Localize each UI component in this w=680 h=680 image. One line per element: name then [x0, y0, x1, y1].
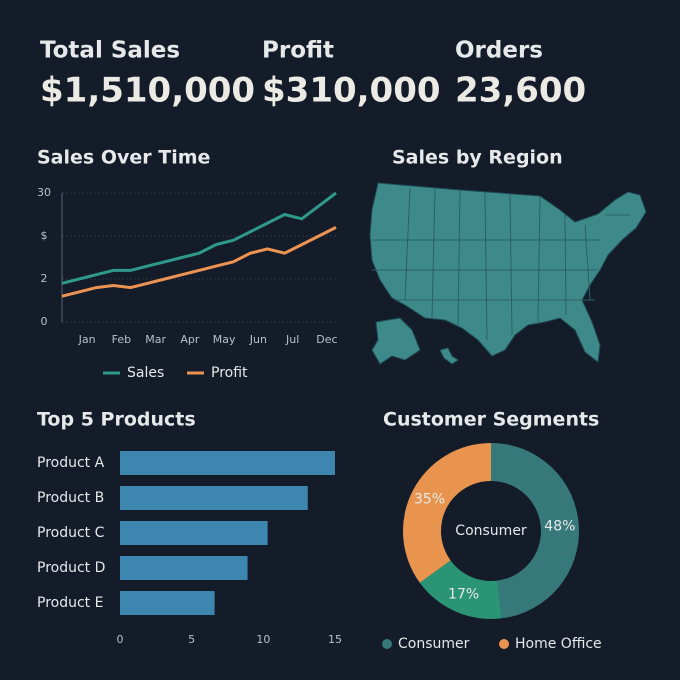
y-tick-label: 2 [41, 272, 48, 285]
line-series [61, 191, 337, 285]
bar [120, 591, 215, 615]
legend-label: Sales [127, 365, 164, 381]
x-tick-label: Feb [112, 333, 131, 346]
chart-title: Customer Segments [383, 409, 599, 431]
y-tick-label: Product A [37, 455, 105, 471]
alaska [371, 317, 421, 365]
chart-title: Sales by Region [392, 147, 563, 169]
x-tick-label: Dec [316, 333, 337, 346]
data-label: 17% [448, 586, 479, 602]
kpi-label: Orders [455, 38, 543, 64]
bar [120, 486, 308, 510]
us-map [369, 182, 647, 365]
x-tick-label: 5 [188, 633, 195, 646]
y-tick-label: Product D [37, 560, 105, 576]
x-tick-label: 0 [117, 633, 124, 646]
y-tick-label: 0 [41, 315, 48, 328]
x-tick-label: Jul [285, 333, 299, 346]
bar [120, 451, 335, 475]
legend-label: Home Office [515, 636, 602, 652]
x-tick-label: 15 [328, 633, 342, 646]
legend-label: Consumer [398, 636, 470, 652]
legend-swatch [382, 639, 392, 649]
bar [120, 556, 248, 580]
line-series [61, 226, 337, 298]
legend-swatch [499, 639, 509, 649]
x-tick-label: Jan [78, 333, 96, 346]
kpi-value: $1,510,000 [40, 71, 255, 111]
y-tick-label: 30 [37, 186, 51, 199]
hawaii [439, 347, 459, 365]
y-tick-label: Product C [37, 525, 105, 541]
y-tick-label: Product B [37, 490, 104, 506]
data-label: 48% [544, 519, 575, 535]
kpi-label: Total Sales [40, 38, 180, 64]
state-borders [372, 187, 630, 341]
x-tick-label: May [213, 333, 236, 346]
data-label: 35% [414, 492, 445, 508]
bar [120, 521, 268, 545]
kpi-value: $310,000 [262, 71, 441, 111]
x-tick-label: Mar [145, 333, 166, 346]
chart-title: Sales Over Time [37, 147, 210, 169]
y-tick-label: $ [41, 229, 48, 242]
kpi-value: 23,600 [455, 71, 586, 111]
mainland [369, 182, 647, 363]
chart-title: Top 5 Products [37, 409, 196, 431]
x-tick-label: Jun [249, 333, 267, 346]
y-tick-label: Product E [37, 595, 103, 611]
x-tick-label: Apr [180, 333, 200, 346]
x-tick-label: 10 [256, 633, 270, 646]
kpi-label: Profit [262, 38, 334, 64]
donut-segment [419, 560, 503, 619]
center-label: Consumer [455, 523, 527, 539]
legend-label: Profit [211, 365, 248, 381]
donut-segment [403, 443, 491, 583]
donut-segment [491, 443, 580, 619]
